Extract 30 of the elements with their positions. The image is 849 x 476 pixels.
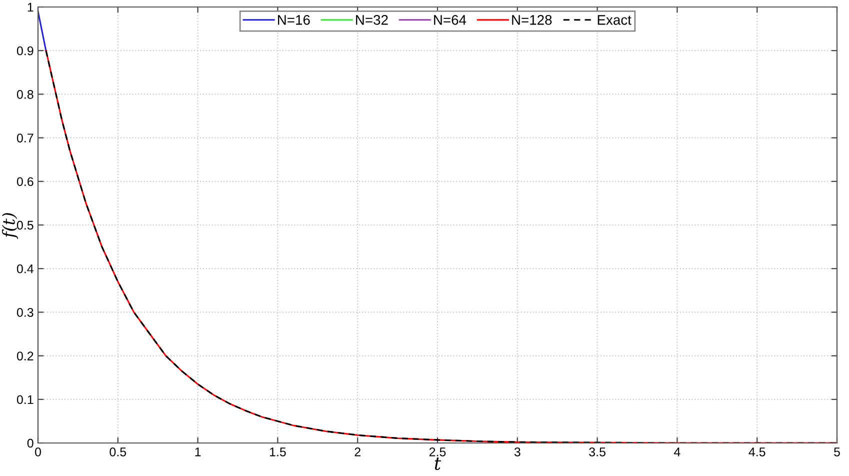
y-tick-label: 0 [27, 438, 34, 448]
x-tick-label: 1.5 [270, 448, 286, 456]
x-tick-label: 0 [35, 447, 41, 456]
legend-label: N=16 [278, 15, 310, 25]
line-series [45, 50, 837, 443]
y-tick-label: 0.3 [16, 308, 34, 317]
y-tick-label: 0.2 [16, 352, 34, 360]
y-tick-label: 1 [28, 2, 34, 12]
legend-label: Exact [598, 15, 632, 25]
x-tick-label: 2.5 [429, 447, 446, 456]
y-tick-label: 0.1 [16, 395, 34, 404]
x-tick-label: 3 [514, 447, 520, 456]
y-tick-label: 0.9 [16, 46, 34, 56]
x-tick-label: 2 [354, 447, 360, 456]
x-axis-title: t [434, 457, 442, 470]
x-tick-label: 4.5 [748, 448, 766, 456]
legend-label: N=32 [356, 15, 388, 25]
y-tick-label: 0.7 [16, 134, 34, 142]
legend-label: N=64 [434, 15, 466, 25]
x-tick-label: 4 [674, 448, 680, 456]
x-tick-label: 5 [834, 448, 840, 456]
x-tick-label: 0.5 [110, 447, 126, 456]
y-tick-label: 0.8 [16, 90, 34, 99]
x-tick-label: 1 [195, 448, 201, 456]
legend-label: N=128 [512, 15, 552, 25]
y-tick-label: 0.6 [16, 177, 34, 186]
y-axis-title: f(t) [2, 213, 18, 239]
y-tick-label: 0.4 [16, 264, 34, 274]
x-tick-label: 3.5 [589, 447, 606, 456]
y-tick-label: 0.5 [16, 220, 34, 230]
